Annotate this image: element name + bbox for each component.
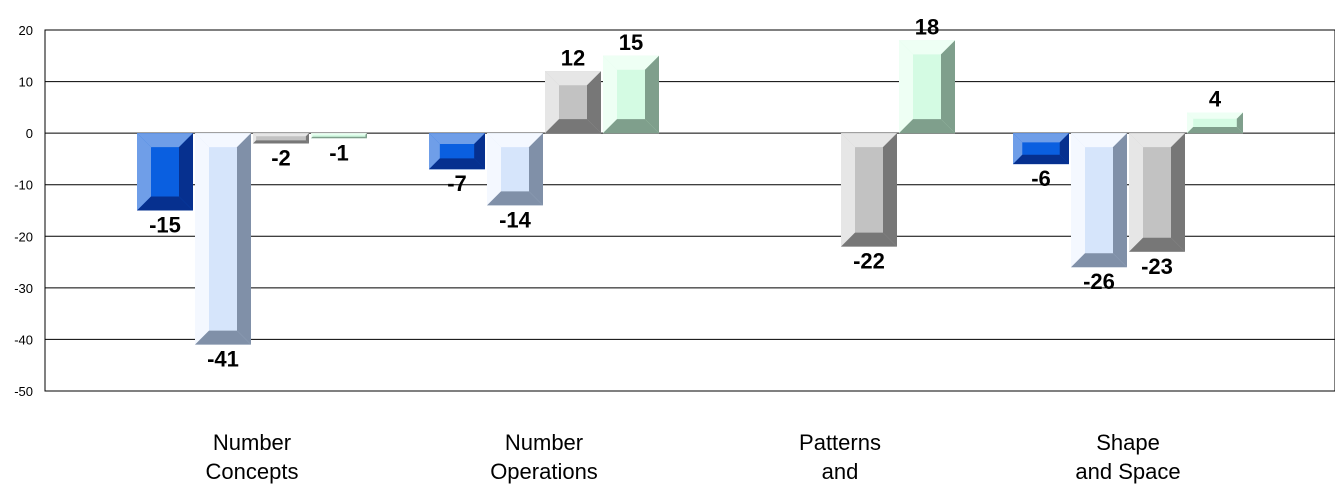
bar bbox=[1129, 133, 1185, 252]
data-label: -15 bbox=[149, 213, 181, 238]
category-label-line: Patterns bbox=[799, 430, 881, 455]
category-label-line: Operations bbox=[490, 459, 598, 484]
y-tick-label: -10 bbox=[14, 178, 33, 193]
bar bbox=[899, 40, 955, 134]
plot-area-border bbox=[44, 29, 1335, 392]
y-tick-label: -30 bbox=[14, 281, 33, 296]
y-tick-label: 10 bbox=[19, 75, 33, 90]
y-tick-label: -50 bbox=[14, 384, 33, 399]
bar bbox=[137, 133, 193, 211]
category-label: Shape and Space bbox=[1075, 430, 1180, 484]
category-label-line: and bbox=[822, 459, 859, 484]
y-tick-label: -20 bbox=[14, 229, 33, 244]
bars bbox=[137, 40, 1243, 345]
category-label-line: Number bbox=[505, 430, 583, 455]
category-label: Number Concepts bbox=[206, 430, 299, 484]
bar bbox=[545, 71, 601, 134]
y-tick-label: -40 bbox=[14, 332, 33, 347]
bar bbox=[195, 133, 251, 345]
category-label-line: and Space bbox=[1075, 459, 1180, 484]
bar bbox=[487, 133, 543, 206]
data-label: 15 bbox=[619, 30, 643, 55]
y-axis-tick-labels: 20 10 0 -10 -20 -30 -40 -50 bbox=[14, 23, 33, 399]
category-label-line: Concepts bbox=[206, 459, 299, 484]
data-label: 12 bbox=[561, 45, 585, 70]
bar bbox=[603, 55, 659, 134]
data-label: -23 bbox=[1141, 254, 1173, 279]
y-tick-label: 20 bbox=[19, 23, 33, 38]
data-label: -22 bbox=[853, 249, 885, 274]
category-label: Number Operations bbox=[490, 430, 598, 484]
bar bbox=[253, 133, 309, 144]
bar bbox=[311, 133, 367, 139]
data-label: -14 bbox=[499, 207, 532, 232]
x-axis-category-labels: Number Concepts Number Operations Patterns an… bbox=[206, 430, 1181, 484]
bar bbox=[429, 133, 485, 170]
bar bbox=[1187, 112, 1243, 134]
category-label: Patterns and bbox=[799, 430, 881, 484]
data-label: -6 bbox=[1031, 166, 1051, 191]
bar bbox=[1071, 133, 1127, 268]
data-labels: -15 -7 -6 -41 -14 -26 -2 12 -22 -23 -1 15 18 4 bbox=[149, 14, 1222, 371]
bar bbox=[841, 133, 897, 247]
category-label-line: Number bbox=[213, 430, 291, 455]
category-label-line: Shape bbox=[1096, 430, 1160, 455]
data-label: -41 bbox=[207, 347, 239, 372]
data-label: 18 bbox=[915, 14, 939, 39]
data-label: -26 bbox=[1083, 269, 1115, 294]
data-label: 4 bbox=[1209, 87, 1222, 112]
data-label: -1 bbox=[329, 140, 349, 165]
bar bbox=[1013, 133, 1069, 165]
y-tick-label: 0 bbox=[26, 126, 33, 141]
data-label: -7 bbox=[447, 171, 467, 196]
data-label: -2 bbox=[271, 145, 291, 170]
